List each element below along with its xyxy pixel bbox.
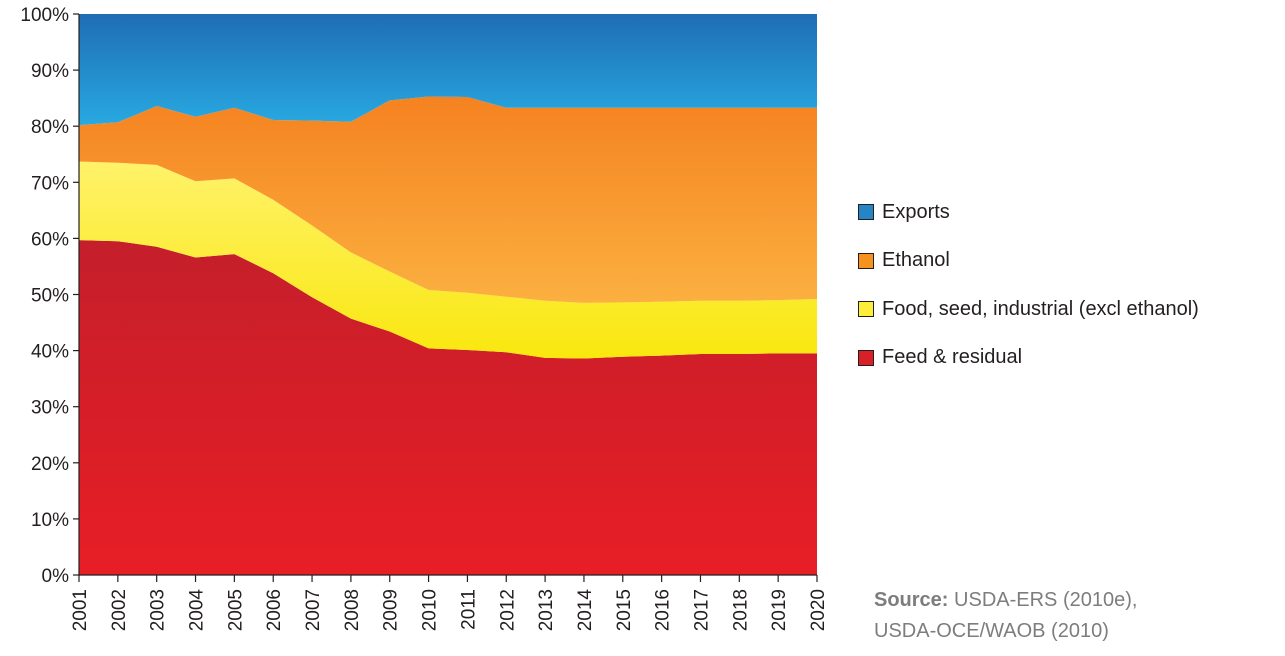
- y-tick-label: 90%: [31, 61, 69, 82]
- source-note: Source: USDA-ERS (2010e), USDA-OCE/WAOB …: [874, 585, 1137, 647]
- legend-item-ethanol: Ethanol: [858, 249, 1199, 273]
- x-tick-label: 2017: [691, 589, 712, 631]
- area-exports: [79, 14, 817, 126]
- y-tick-label: 80%: [31, 117, 69, 138]
- area-ethanol: [79, 96, 817, 303]
- y-tick-label: 20%: [31, 454, 69, 475]
- x-tick-label: 2008: [342, 589, 363, 631]
- source-line-2: USDA-OCE/WAOB (2010): [874, 620, 1109, 642]
- x-tick-label: 2020: [808, 589, 829, 631]
- area-feed-residual: [79, 240, 817, 575]
- legend-label-feed-residual: Feed & residual: [882, 346, 1023, 368]
- y-tick-label: 60%: [31, 229, 69, 250]
- legend-swatch-feed-residual: [858, 349, 874, 366]
- x-tick-label: 2014: [575, 589, 596, 632]
- x-axis-ticks: 2001 2002 2003 2004 2005 2006 2007 2008 2009 2010…: [70, 575, 829, 631]
- legend-label-exports: Exports: [882, 200, 950, 223]
- y-tick-label: 50%: [31, 286, 69, 307]
- legend-swatch-food-seed-industrial: [858, 301, 874, 317]
- x-tick-label: 2004: [187, 589, 208, 632]
- x-tick-label: 2012: [497, 589, 518, 631]
- y-axis-ticks: 0% 10% 20% 30% 40% 50% 60% 70% 80% 90% 100%: [20, 5, 79, 587]
- x-tick-label: 2010: [420, 589, 441, 631]
- y-tick-label: 100%: [20, 5, 69, 26]
- x-tick-label: 2018: [730, 589, 751, 631]
- x-tick-label: 2005: [225, 589, 246, 631]
- y-tick-label: 0%: [42, 566, 70, 587]
- legend-item-food-seed-industrial: Food, seed, industrial (excl ethanol): [858, 297, 1199, 321]
- x-tick-label: 2015: [614, 589, 635, 631]
- y-tick-label: 40%: [31, 342, 69, 363]
- x-tick-label: 2019: [769, 589, 790, 631]
- legend: Exports Ethanol Food, seed, industrial (…: [858, 200, 1199, 394]
- legend-swatch-ethanol: [858, 252, 874, 269]
- x-tick-label: 2009: [381, 589, 402, 631]
- source-line-1: Source: USDA-ERS (2010e),: [874, 585, 1137, 616]
- source-label: Source:: [874, 589, 949, 611]
- legend-item-feed-residual: Feed & residual: [858, 346, 1199, 370]
- y-tick-label: 30%: [31, 398, 69, 419]
- legend-item-exports: Exports: [858, 200, 1199, 224]
- source-text-1: USDA-ERS (2010e),: [954, 589, 1138, 611]
- x-tick-label: 2001: [70, 589, 91, 631]
- x-tick-label: 2002: [109, 589, 130, 631]
- x-tick-label: 2007: [303, 589, 324, 631]
- legend-label-ethanol: Ethanol: [882, 249, 950, 271]
- x-tick-label: 2013: [536, 589, 557, 631]
- x-tick-label: 2003: [148, 589, 169, 631]
- y-tick-label: 10%: [31, 510, 69, 531]
- y-tick-label: 70%: [31, 173, 69, 194]
- legend-swatch-exports: [858, 204, 874, 220]
- x-tick-label: 2016: [653, 589, 674, 631]
- chart-areas: [79, 14, 817, 575]
- x-tick-label: 2006: [264, 589, 285, 631]
- area-food-seed-industrial-excl-ethanol: [79, 161, 817, 359]
- legend-label-food-seed-industrial: Food, seed, industrial (excl ethanol): [882, 297, 1199, 320]
- x-tick-label: 2011: [458, 589, 479, 630]
